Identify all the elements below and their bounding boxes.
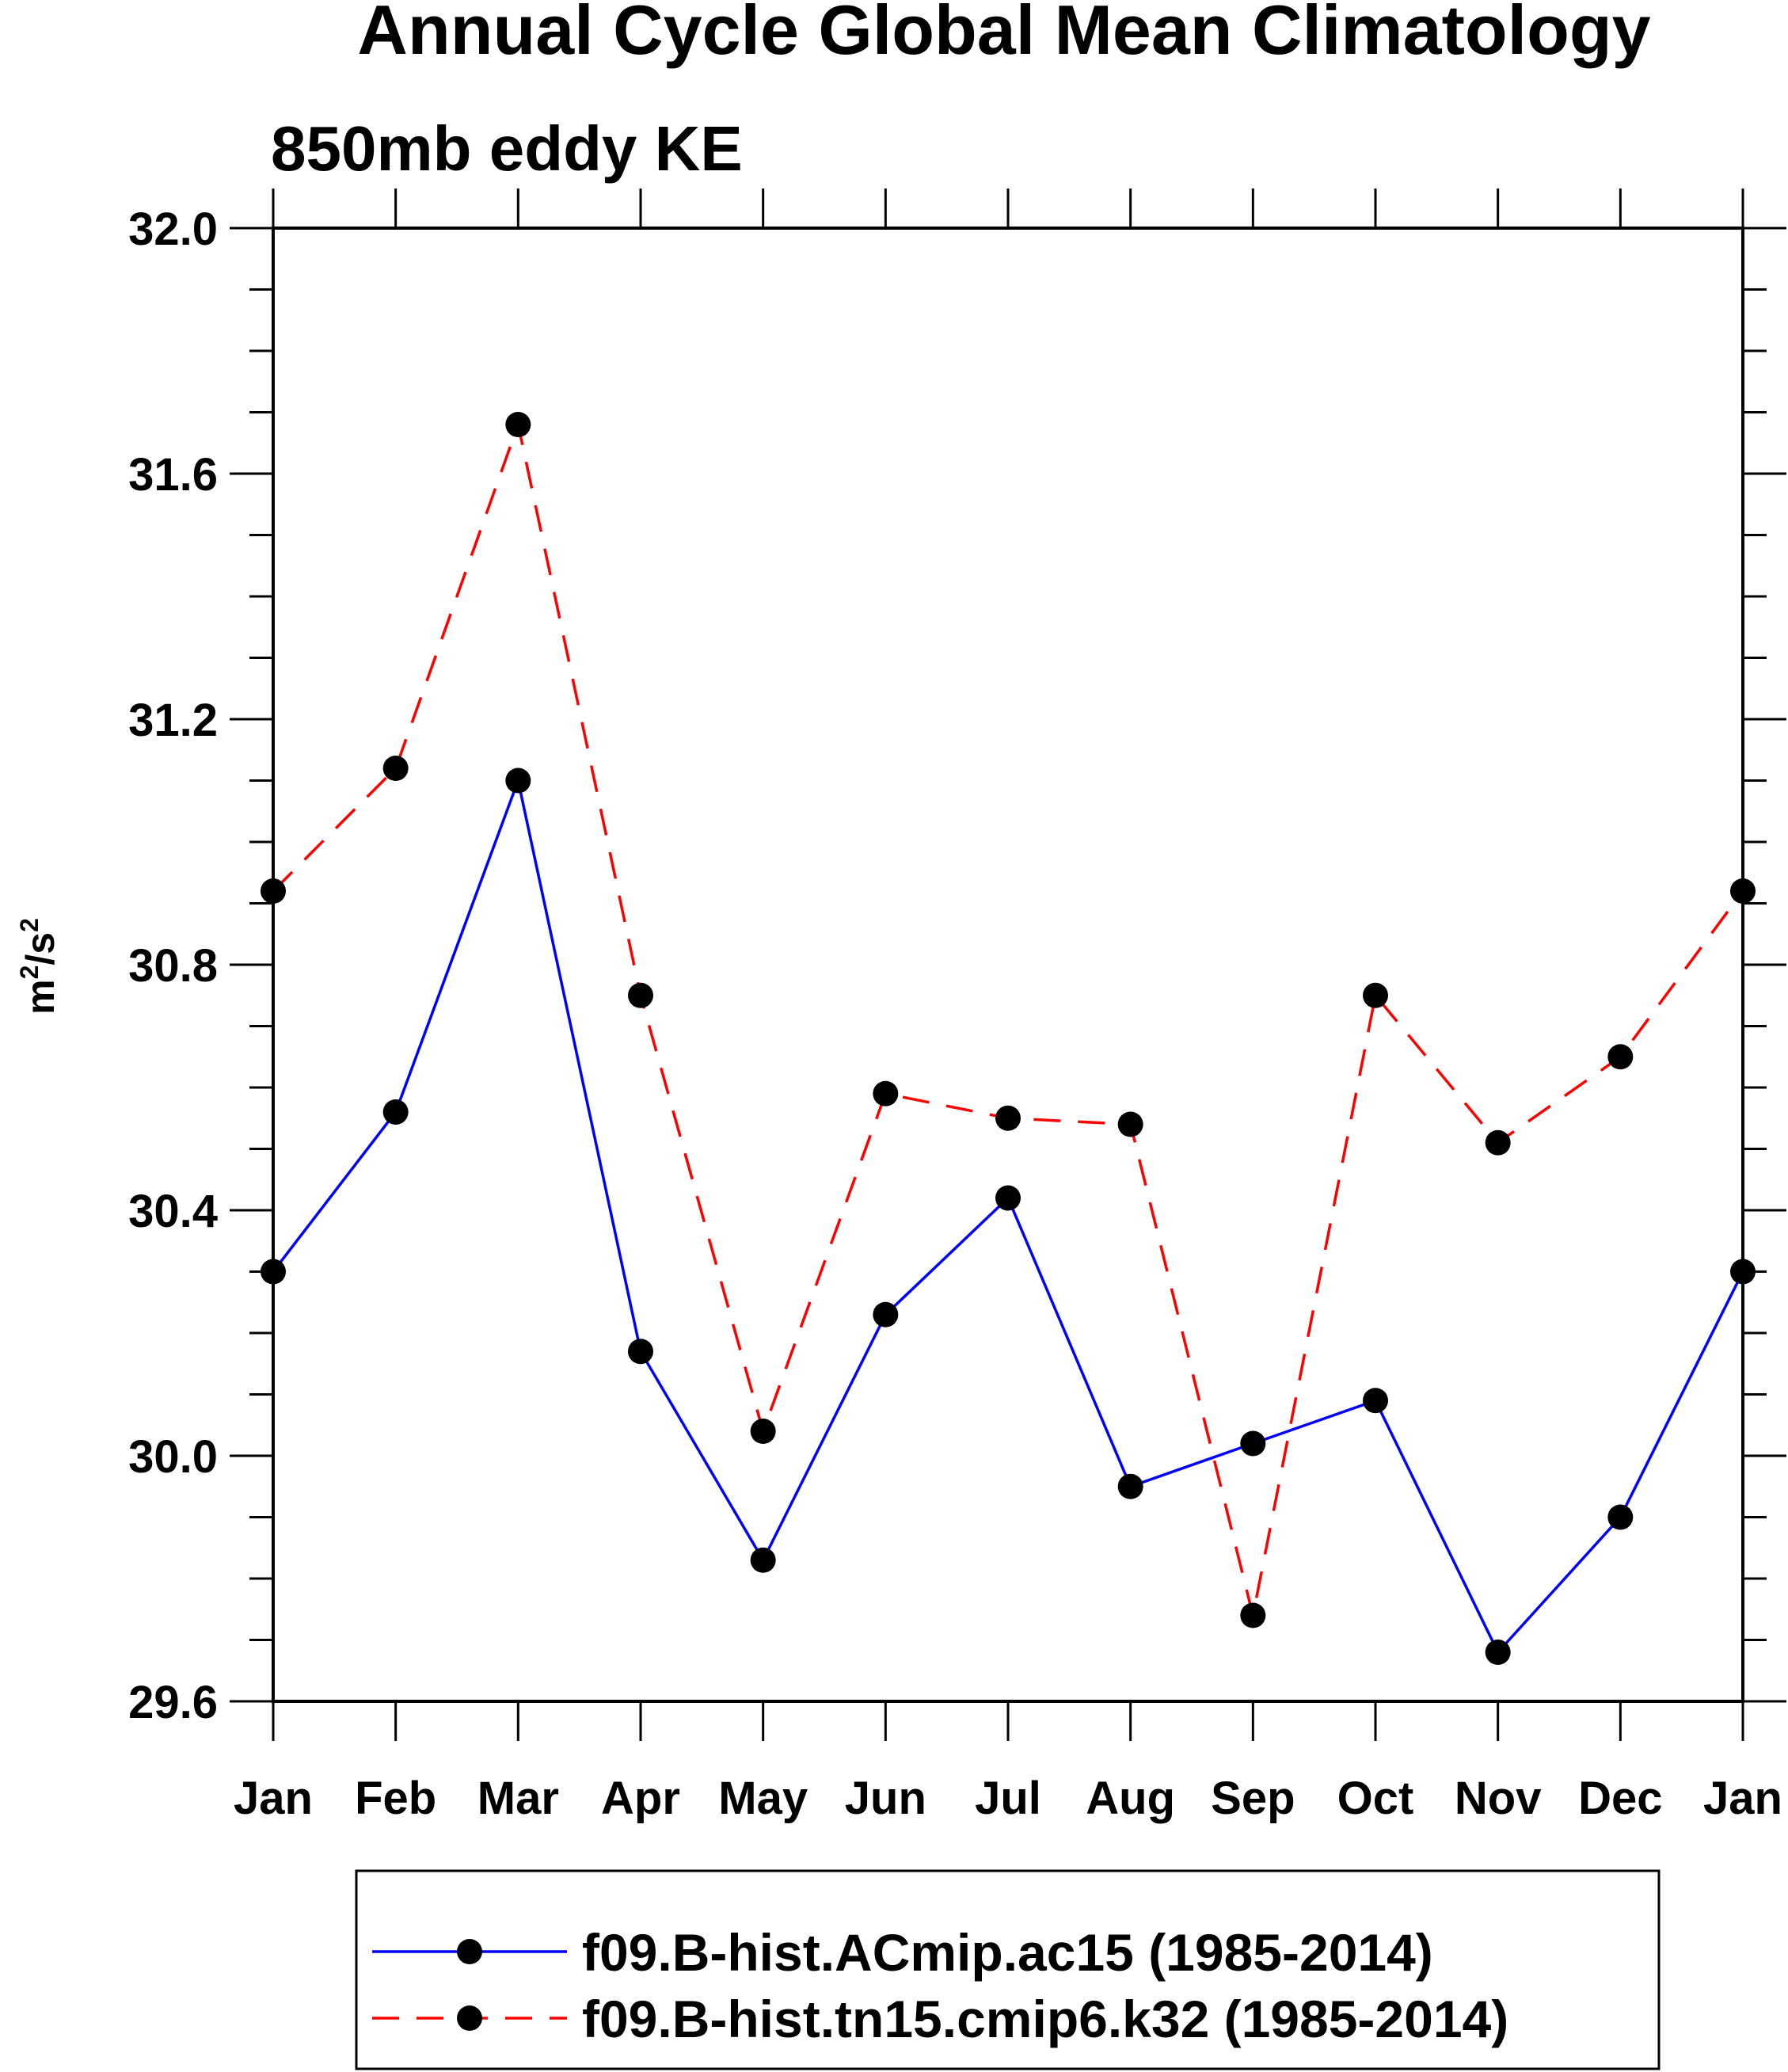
series-line-1 — [272, 775, 1744, 1655]
chart-subtitle: 850mb eddy KE — [271, 113, 743, 184]
data-point — [1607, 1504, 1634, 1530]
y-tick-label: 30.0 — [128, 1431, 218, 1483]
data-point — [1485, 1640, 1511, 1665]
y-axis-label: m2/s2 — [15, 918, 63, 1015]
data-point — [1117, 1473, 1143, 1499]
x-tick-label: May — [718, 1773, 808, 1824]
x-tick-label: Nov — [1455, 1773, 1542, 1824]
data-point — [628, 982, 653, 1008]
y-tick-label: 30.4 — [128, 1186, 218, 1237]
data-point — [382, 756, 409, 781]
data-point — [1240, 1430, 1266, 1457]
series-layer — [261, 412, 1756, 1665]
legend-item-1: f09.B-hist.ACmip.ac15 (1985-2014) — [372, 1923, 1433, 1982]
x-tick-label: Jan — [234, 1773, 313, 1824]
data-point — [750, 1547, 776, 1573]
x-tick-label: Dec — [1578, 1773, 1662, 1824]
x-tick-label: Oct — [1337, 1773, 1414, 1824]
x-tick-label: Mar — [477, 1773, 559, 1824]
data-point — [1607, 1044, 1634, 1070]
data-point — [873, 1301, 899, 1327]
x-tick-label: Feb — [355, 1773, 436, 1824]
y-tick-label: 29.6 — [128, 1677, 218, 1728]
legend-label: f09.B-hist.tn15.cmip6.k32 (1985-2014) — [582, 1990, 1508, 2048]
data-point — [995, 1185, 1021, 1211]
legend-item-2: f09.B-hist.tn15.cmip6.k32 (1985-2014) — [372, 1990, 1508, 2048]
legend-marker — [457, 2005, 482, 2031]
x-tick-label: Apr — [601, 1773, 680, 1824]
y-axis-label-mid: /s — [18, 932, 63, 966]
x-tick-label: Sep — [1211, 1773, 1295, 1824]
series-line-2 — [272, 419, 1744, 1616]
data-point — [750, 1419, 776, 1444]
data-point — [505, 412, 531, 437]
y-axis-label-sup2: 2 — [15, 918, 44, 932]
data-point — [1363, 982, 1388, 1008]
data-point — [382, 1099, 409, 1125]
legend-entries: f09.B-hist.ACmip.ac15 (1985-2014) f09.B-h… — [372, 1923, 1508, 2048]
legend-label: f09.B-hist.ACmip.ac15 (1985-2014) — [582, 1923, 1433, 1982]
y-tick-label: 32.0 — [128, 204, 218, 255]
y-axis-label-sup1: 2 — [15, 966, 44, 980]
series-2 — [261, 412, 1756, 1628]
x-tick-label: Jun — [845, 1773, 926, 1824]
data-point — [873, 1080, 899, 1106]
legend-box — [355, 1869, 1661, 2070]
data-point — [995, 1105, 1021, 1131]
svg-text:m2/s2: m2/s2 — [15, 918, 63, 1015]
data-point — [1117, 1111, 1143, 1137]
series-1 — [261, 767, 1756, 1665]
y-tick-label: 30.8 — [128, 940, 218, 992]
data-point — [1485, 1129, 1511, 1156]
data-point — [1363, 1388, 1388, 1414]
data-point — [1240, 1602, 1266, 1628]
y-tick-label: 31.2 — [128, 695, 218, 746]
y-axis-label-base: m — [18, 979, 63, 1014]
plot-frame — [272, 227, 1744, 1703]
x-tick-label: Jan — [1703, 1773, 1782, 1824]
legend: f09.B-hist.ACmip.ac15 (1985-2014) f09.B-h… — [355, 1869, 1661, 2070]
y-tick-label: 31.6 — [128, 449, 218, 501]
data-point — [505, 767, 531, 794]
x-tick-label: Aug — [1086, 1773, 1175, 1824]
axis-ticks — [230, 189, 1786, 1741]
chart-title: Annual Cycle Global Mean Climatology — [357, 0, 1650, 69]
x-tick-labels: Jan Feb Mar Apr May Jun Jul Aug Sep Oct Nov Dec Jan — [234, 1773, 1782, 1824]
data-point — [628, 1339, 653, 1365]
y-tick-labels: 29.6 30.0 30.4 30.8 31.2 31.6 32.0 — [128, 204, 218, 1728]
x-tick-label: Jul — [975, 1773, 1041, 1824]
legend-marker — [457, 1939, 482, 1964]
